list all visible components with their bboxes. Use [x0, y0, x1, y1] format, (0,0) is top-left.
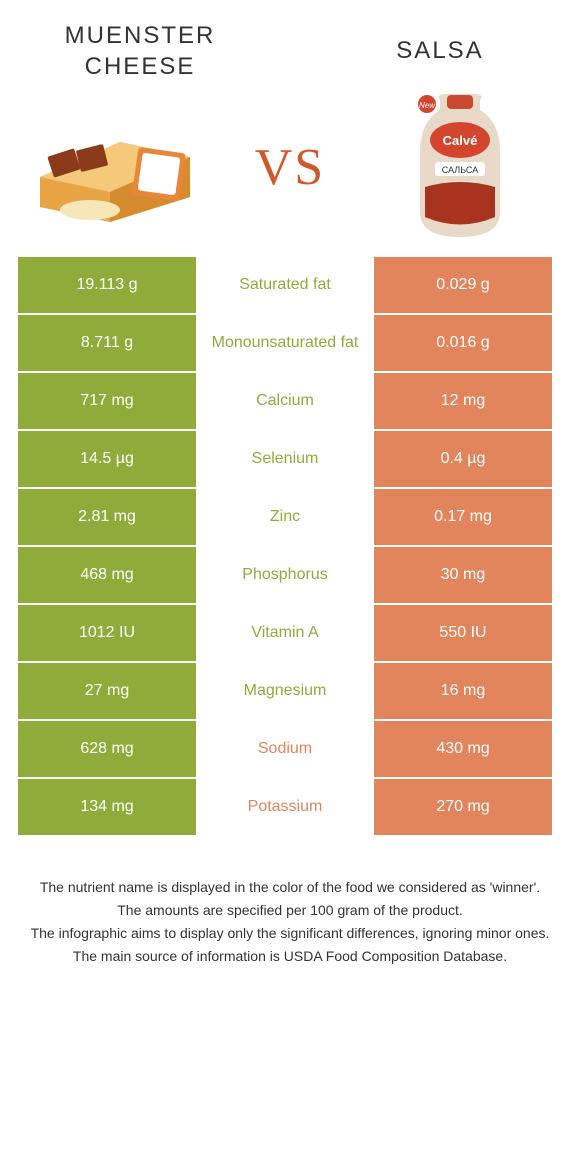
left-value: 2.81 mg [18, 489, 196, 545]
food-left-image [30, 97, 210, 237]
nutrient-label: Sodium [196, 721, 374, 777]
food-right-image: Calvé САЛЬСА New [370, 97, 550, 237]
svg-text:САЛЬСА: САЛЬСА [442, 165, 478, 175]
table-row: 1012 IUVitamin A550 IU [18, 605, 562, 661]
right-value: 0.016 g [374, 315, 552, 371]
nutrition-table: 19.113 gSaturated fat0.029 g8.711 gMonou… [18, 257, 562, 835]
right-value: 430 mg [374, 721, 552, 777]
nutrient-label: Monounsaturated fat [196, 315, 374, 371]
table-row: 2.81 mgZinc0.17 mg [18, 489, 562, 545]
left-value: 19.113 g [18, 257, 196, 313]
table-row: 134 mgPotassium270 mg [18, 779, 562, 835]
nutrient-label: Magnesium [196, 663, 374, 719]
footer-line: The nutrient name is displayed in the co… [30, 877, 550, 898]
right-value: 16 mg [374, 663, 552, 719]
right-value: 12 mg [374, 373, 552, 429]
left-value: 8.711 g [18, 315, 196, 371]
nutrient-label: Selenium [196, 431, 374, 487]
nutrient-label: Potassium [196, 779, 374, 835]
footer-line: The infographic aims to display only the… [30, 923, 550, 944]
nutrient-label: Vitamin A [196, 605, 374, 661]
footer-line: The amounts are specified per 100 gram o… [30, 900, 550, 921]
food-left-title: MUENSTER CHEESE [40, 20, 240, 82]
footer-notes: The nutrient name is displayed in the co… [0, 837, 580, 967]
nutrient-label: Saturated fat [196, 257, 374, 313]
food-right-title: SALSA [340, 20, 540, 66]
right-value: 0.17 mg [374, 489, 552, 545]
left-value: 1012 IU [18, 605, 196, 661]
vs-badge: VS [255, 138, 325, 197]
svg-text:New: New [419, 101, 436, 110]
nutrient-label: Phosphorus [196, 547, 374, 603]
table-row: 19.113 gSaturated fat0.029 g [18, 257, 562, 313]
footer-line: The main source of information is USDA F… [30, 946, 550, 967]
left-value: 14.5 µg [18, 431, 196, 487]
right-value: 30 mg [374, 547, 552, 603]
table-row: 717 mgCalcium12 mg [18, 373, 562, 429]
left-value: 628 mg [18, 721, 196, 777]
right-value: 270 mg [374, 779, 552, 835]
left-value: 717 mg [18, 373, 196, 429]
right-value: 550 IU [374, 605, 552, 661]
salsa-icon: Calvé САЛЬСА New [405, 92, 515, 242]
left-value: 468 mg [18, 547, 196, 603]
left-value: 134 mg [18, 779, 196, 835]
cheese-icon [35, 107, 205, 227]
svg-text:Calvé: Calvé [443, 133, 478, 148]
table-row: 628 mgSodium430 mg [18, 721, 562, 777]
table-row: 468 mgPhosphorus30 mg [18, 547, 562, 603]
right-value: 0.029 g [374, 257, 552, 313]
left-value: 27 mg [18, 663, 196, 719]
header: MUENSTER CHEESE SALSA [0, 0, 580, 82]
nutrient-label: Zinc [196, 489, 374, 545]
table-row: 8.711 gMonounsaturated fat0.016 g [18, 315, 562, 371]
table-row: 14.5 µgSelenium0.4 µg [18, 431, 562, 487]
images-row: VS Calvé САЛЬСА New [0, 82, 580, 257]
right-value: 0.4 µg [374, 431, 552, 487]
table-row: 27 mgMagnesium16 mg [18, 663, 562, 719]
nutrient-label: Calcium [196, 373, 374, 429]
